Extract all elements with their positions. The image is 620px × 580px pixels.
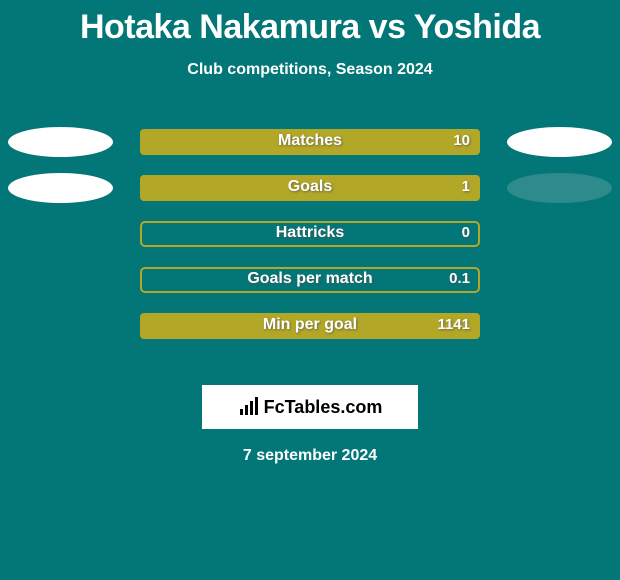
- bar-container: Hattricks0: [140, 221, 480, 247]
- page-title: Hotaka Nakamura vs Yoshida: [0, 0, 620, 47]
- attribution-badge: FcTables.com: [202, 385, 418, 429]
- stat-row: Matches10: [0, 127, 620, 173]
- right-oval: [507, 173, 612, 203]
- right-oval: [507, 127, 612, 157]
- bar-value: 1141: [437, 316, 470, 333]
- bar-value: 0.1: [449, 270, 470, 287]
- bar-container: Min per goal1141: [140, 313, 480, 339]
- bar-value: 10: [453, 132, 470, 149]
- stat-row: Min per goal1141: [0, 311, 620, 357]
- chart-bars-icon: [238, 397, 260, 417]
- left-oval: [8, 173, 113, 203]
- attribution-text: FcTables.com: [264, 397, 383, 418]
- stat-row: Hattricks0: [0, 219, 620, 265]
- stat-row: Goals per match0.1: [0, 265, 620, 311]
- bar-label: Goals: [140, 178, 480, 196]
- subtitle: Club competitions, Season 2024: [0, 61, 620, 79]
- bar-label: Goals per match: [140, 270, 480, 288]
- comparison-chart: Matches10Goals1Hattricks0Goals per match…: [0, 127, 620, 357]
- bar-container: Goals1: [140, 175, 480, 201]
- bar-label: Matches: [140, 132, 480, 150]
- bar-label: Min per goal: [140, 316, 480, 334]
- bar-label: Hattricks: [140, 224, 480, 242]
- date-text: 7 september 2024: [0, 447, 620, 465]
- bar-value: 0: [462, 224, 470, 241]
- stat-row: Goals1: [0, 173, 620, 219]
- left-oval: [8, 127, 113, 157]
- bar-value: 1: [462, 178, 470, 195]
- bar-container: Goals per match0.1: [140, 267, 480, 293]
- bar-container: Matches10: [140, 129, 480, 155]
